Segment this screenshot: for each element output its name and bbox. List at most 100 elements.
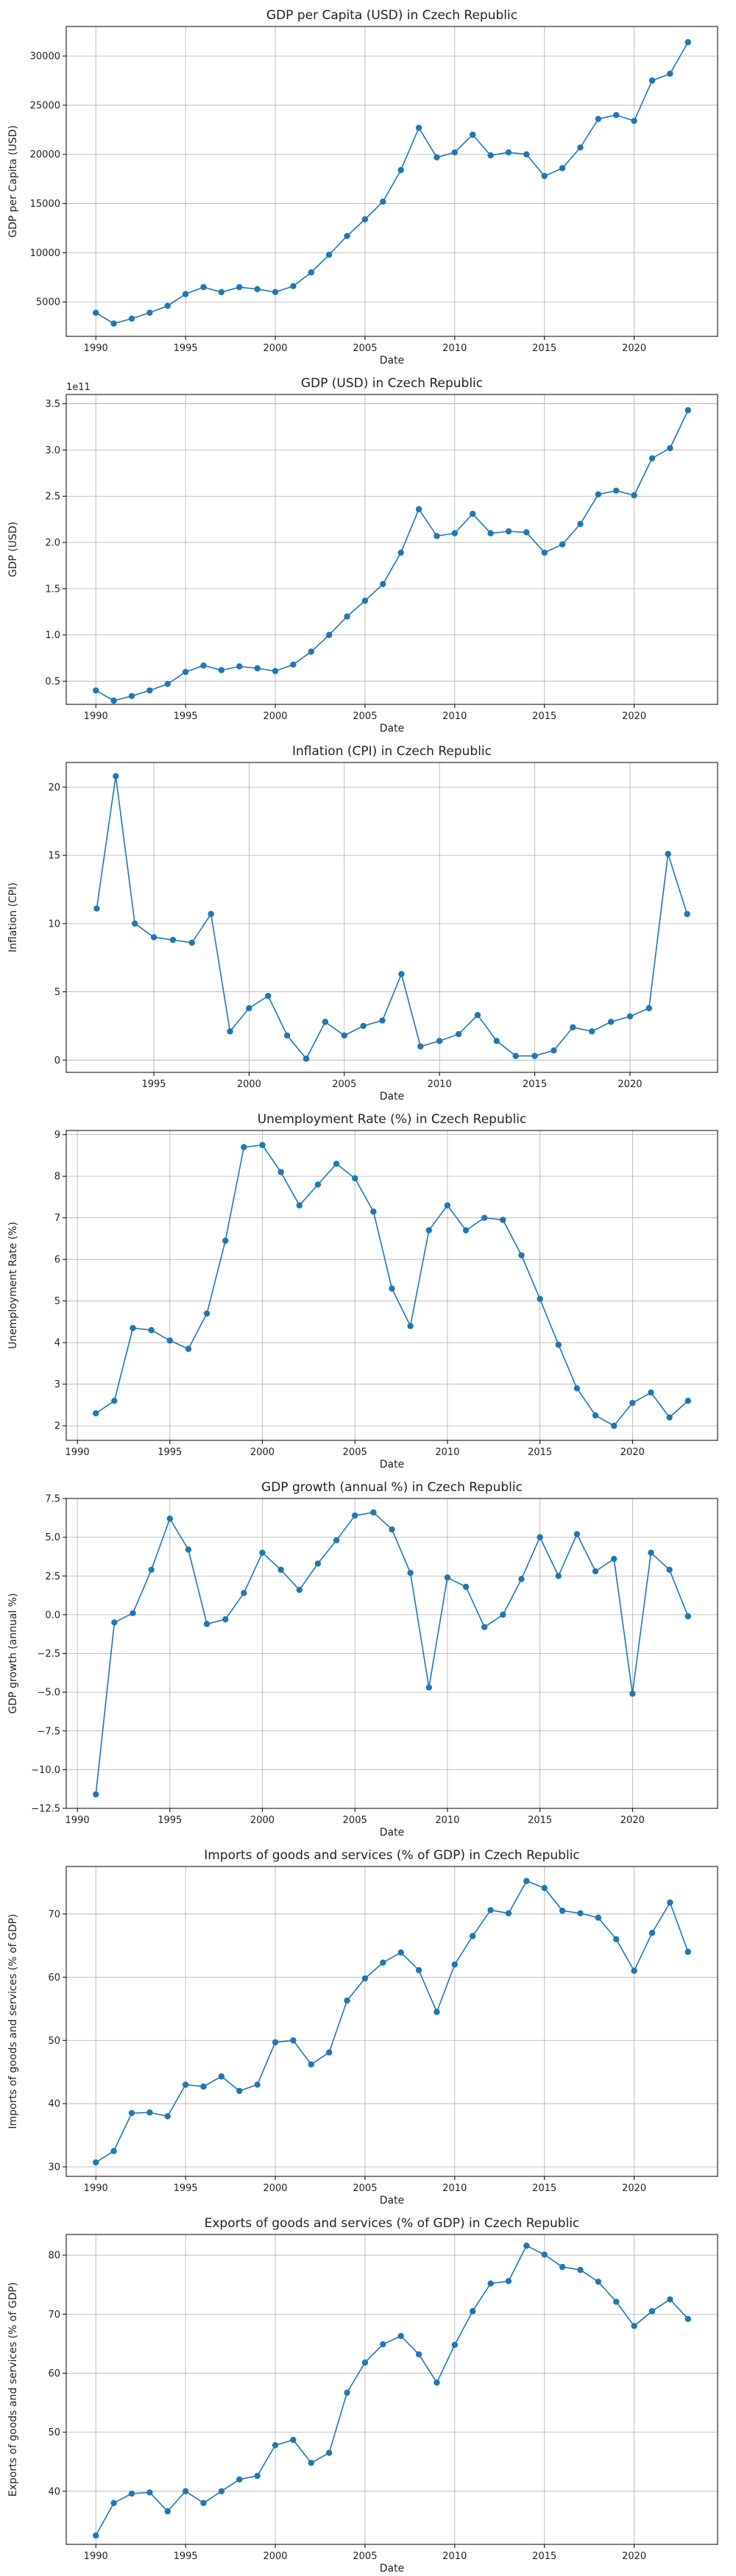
x-tick-label: 2005 (353, 2551, 377, 2562)
data-point (265, 992, 272, 999)
y-tick-label: 3 (54, 1379, 60, 1390)
data-point (308, 2061, 314, 2068)
data-point (333, 1537, 340, 1544)
data-point (150, 934, 158, 941)
data-point (626, 1013, 634, 1020)
chart-title: Exports of goods and services (% of GDP)… (205, 2216, 580, 2231)
data-point (684, 407, 691, 414)
data-point (570, 1024, 576, 1030)
y-tick-label: −10.0 (31, 1765, 60, 1776)
data-point (380, 2340, 386, 2348)
x-tick-label: 2005 (343, 1815, 367, 1826)
data-point (128, 693, 135, 699)
data-point (222, 1237, 229, 1244)
data-point (531, 1052, 538, 1059)
chart-4: 1990 1995 2000 2005 2010 2015 2020 2 3 4 5 6 7 8 9 Unem… (7, 1112, 718, 1471)
x-tick-label: 2000 (263, 711, 287, 722)
data-point (111, 1398, 118, 1404)
data-point (518, 1252, 525, 1259)
data-point (451, 149, 459, 156)
data-point (541, 1885, 548, 1892)
data-point (296, 1586, 302, 1593)
y-tick-label: 3.0 (45, 445, 60, 456)
data-point (611, 1423, 618, 1429)
y-tick-label: 50 (48, 2036, 60, 2047)
x-tick-label: 2005 (343, 1447, 367, 1458)
data-point (200, 283, 207, 291)
y-tick-label: 70 (48, 1909, 60, 1920)
data-point (370, 1509, 377, 1516)
y-tick-label: 5000 (36, 297, 60, 308)
data-point (93, 905, 100, 912)
data-point (523, 151, 530, 158)
data-point (462, 1227, 470, 1234)
data-point (344, 1997, 350, 2004)
y-tick-label: 25000 (30, 100, 60, 111)
data-point (523, 1878, 530, 1884)
data-point (302, 1055, 310, 1062)
data-point (290, 2037, 297, 2044)
data-point (434, 533, 440, 539)
y-tick-label: 2.5 (45, 1571, 60, 1582)
y-tick-label: 2.5 (45, 492, 60, 503)
y-axis-label: Unemployment Rate (%) (7, 1222, 19, 1349)
y-tick-label: 10 (48, 919, 60, 930)
data-point (93, 2532, 99, 2539)
data-point (436, 1038, 443, 1044)
y-axis-label: GDP growth (annual %) (7, 1593, 19, 1713)
data-point (227, 1028, 233, 1035)
x-tick-label: 1995 (174, 343, 198, 354)
data-point (208, 910, 214, 918)
data-point (93, 2159, 99, 2166)
data-point (648, 1389, 654, 1396)
x-tick-label: 2020 (620, 1447, 645, 1458)
data-point (613, 1936, 620, 1943)
data-point (185, 1546, 192, 1553)
data-point (541, 549, 548, 556)
x-tick-label: 1995 (174, 2183, 198, 2194)
data-point (241, 1144, 247, 1150)
data-point (200, 662, 207, 669)
data-point (272, 2442, 279, 2449)
data-point (462, 1583, 470, 1590)
data-point (380, 581, 386, 587)
data-point (200, 2083, 207, 2090)
data-point (113, 773, 119, 779)
data-point (308, 269, 314, 276)
data-point (236, 2476, 243, 2483)
chart-5: 1990 1995 2000 2005 2010 2015 2020 −12.5 −10.0 −7… (7, 1480, 718, 1839)
y-tick-label: 5.0 (45, 1532, 60, 1543)
data-point (629, 1399, 636, 1406)
data-point (648, 77, 656, 84)
chart-title: GDP per Capita (USD) in Czech Republic (266, 8, 517, 23)
data-point (128, 2109, 135, 2117)
data-point (474, 1011, 481, 1019)
y-tick-label: 0.5 (45, 676, 60, 687)
y-tick-label: 20 (48, 782, 60, 793)
data-point (236, 2087, 243, 2095)
y-axis-label: Imports of goods and services (% of GDP) (7, 1914, 19, 2129)
data-point (455, 1030, 462, 1038)
data-point (182, 668, 189, 676)
data-point (397, 166, 404, 174)
x-tick-label: 2010 (442, 2551, 467, 2562)
x-tick-label: 2015 (532, 2551, 556, 2562)
data-point (415, 1967, 422, 1974)
series-line (95, 2245, 689, 2536)
data-point (595, 116, 602, 122)
x-tick-label: 2010 (442, 2183, 467, 2194)
chart-6: 1990 1995 2000 2005 2010 2015 2020 30 40 50 60 70 Im… (7, 1848, 718, 2207)
data-point (577, 2266, 584, 2274)
data-point (308, 2460, 314, 2466)
data-point (592, 1412, 599, 1419)
y-tick-label: 30000 (30, 52, 60, 63)
x-tick-label: 2015 (528, 1815, 552, 1826)
x-tick-label: 2000 (263, 2183, 287, 2194)
y-tick-label: 9 (54, 1130, 60, 1141)
data-point (434, 2379, 440, 2386)
x-tick-label: 2015 (523, 1079, 547, 1090)
data-point (631, 2323, 637, 2329)
data-point (555, 1573, 562, 1579)
data-point (93, 309, 99, 316)
data-point (684, 910, 690, 918)
